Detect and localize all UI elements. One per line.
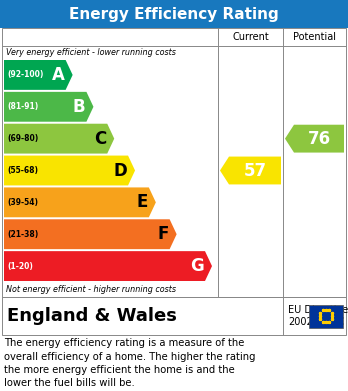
Polygon shape [4, 92, 94, 122]
Text: Very energy efficient - lower running costs: Very energy efficient - lower running co… [6, 48, 176, 57]
Polygon shape [4, 156, 135, 185]
Text: Not energy efficient - higher running costs: Not energy efficient - higher running co… [6, 285, 176, 294]
Polygon shape [220, 156, 281, 185]
Text: EU Directive
2002/91/EC: EU Directive 2002/91/EC [288, 305, 348, 327]
Polygon shape [285, 125, 344, 152]
Text: 57: 57 [244, 161, 267, 179]
Text: England & Wales: England & Wales [7, 307, 177, 325]
Text: G: G [190, 257, 204, 275]
Text: A: A [52, 66, 65, 84]
Bar [0, 0, 348, 28]
Text: Current: Current [232, 32, 269, 42]
Text: The energy efficiency rating is a measure of the: The energy efficiency rating is a measur… [4, 338, 244, 348]
Text: (81-91): (81-91) [7, 102, 38, 111]
Text: Potential: Potential [293, 32, 336, 42]
Bar [2, 297, 346, 335]
Text: lower the fuel bills will be.: lower the fuel bills will be. [4, 378, 135, 389]
Text: overall efficiency of a home. The higher the rating: overall efficiency of a home. The higher… [4, 352, 255, 362]
Text: D: D [113, 161, 127, 179]
Text: (39-54): (39-54) [7, 198, 38, 207]
Text: Energy Efficiency Rating: Energy Efficiency Rating [69, 7, 279, 22]
Text: (55-68): (55-68) [7, 166, 38, 175]
Text: B: B [73, 98, 86, 116]
Polygon shape [4, 60, 73, 90]
Text: C: C [94, 130, 106, 148]
Text: F: F [157, 225, 169, 243]
Text: E: E [136, 194, 148, 212]
Polygon shape [4, 124, 114, 154]
Text: 76: 76 [307, 130, 331, 148]
Bar [309, 305, 343, 328]
Polygon shape [4, 219, 177, 249]
Text: the more energy efficient the home is and the: the more energy efficient the home is an… [4, 365, 235, 375]
Text: (1-20): (1-20) [7, 262, 33, 271]
Bar [2, 28, 346, 297]
Polygon shape [4, 187, 156, 217]
Polygon shape [4, 251, 212, 281]
Text: (92-100): (92-100) [7, 70, 44, 79]
Text: (21-38): (21-38) [7, 230, 38, 239]
Text: (69-80): (69-80) [7, 134, 38, 143]
